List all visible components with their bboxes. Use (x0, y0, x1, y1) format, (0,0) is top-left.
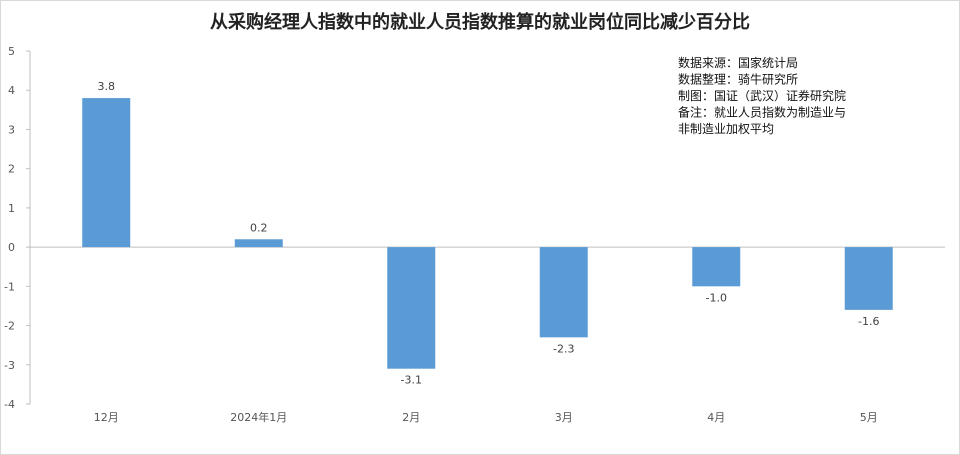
annotation-note: 数据整理：骑牛研究所 (678, 72, 798, 87)
y-tick-label: 0 (8, 241, 15, 254)
x-tick-label: 5月 (860, 411, 878, 424)
y-tick-label: -2 (4, 320, 15, 333)
x-tick-label: 2月 (402, 411, 420, 424)
x-tick-label: 12月 (94, 411, 119, 424)
data-label: -1.6 (858, 315, 879, 328)
annotation-note: 非制造业加权平均 (678, 122, 774, 136)
y-tick-label: 4 (8, 84, 15, 97)
bar (82, 98, 131, 248)
x-tick-label: 3月 (555, 411, 573, 424)
y-tick-label: -4 (4, 398, 15, 411)
data-label: 0.2 (250, 221, 268, 234)
bar (692, 247, 741, 287)
annotation-note: 制图：国证（武汉）证券研究院 (678, 88, 846, 103)
data-label: -3.1 (401, 374, 422, 387)
y-tick-label: 1 (8, 202, 15, 215)
annotation-note: 数据来源：国家统计局 (678, 55, 798, 70)
y-tick-label: -1 (4, 280, 15, 293)
bars (82, 98, 893, 369)
data-label: -1.0 (706, 291, 727, 304)
x-tick-label: 2024年1月 (230, 410, 287, 424)
data-label: 3.8 (98, 80, 116, 93)
annotation-note: 备注：就业人员指数为制造业与 (678, 105, 846, 120)
bar (539, 247, 588, 338)
bar (387, 247, 436, 369)
bar (234, 239, 283, 248)
data-label: -2.3 (553, 342, 574, 355)
x-tick-label: 4月 (707, 411, 725, 424)
y-tick-label: 2 (8, 163, 15, 176)
y-axis: 5 4 3 2 1 0 -1 -2 -3 -4 (4, 45, 31, 411)
chart-title: 从采购经理人指数中的就业人员指数推算的就业岗位同比减少百分比 (210, 11, 750, 33)
data-labels: 3.8 0.2 -3.1 -2.3 -1.0 -1.6 (98, 80, 880, 387)
y-tick-label: 5 (8, 45, 15, 58)
x-axis: 12月 2024年1月 2月 3月 4月 5月 (30, 246, 945, 424)
y-tick-label: 3 (8, 123, 15, 136)
bar (844, 247, 893, 310)
annotation-notes: 数据来源：国家统计局数据整理：骑牛研究所制图：国证（武汉）证券研究院备注：就业人… (678, 55, 846, 136)
y-tick-label: -3 (4, 359, 15, 372)
